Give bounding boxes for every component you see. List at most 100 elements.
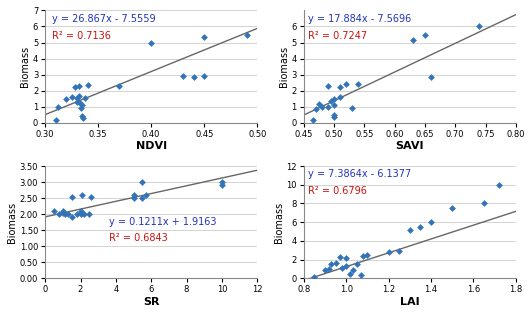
Point [62,96,71,101]
Point [405,228,414,233]
Point [52,118,60,123]
Point [78,103,87,108]
Point [78,192,87,198]
Point [179,74,187,79]
Point [50,208,59,214]
Point [115,83,123,88]
Point [73,95,81,100]
Point [395,249,403,254]
Point [71,85,79,90]
Point [327,99,335,104]
Text: R² = 0.6843: R² = 0.6843 [109,233,168,243]
Point [200,74,209,79]
Point [384,249,393,254]
Point [84,83,92,88]
Point [200,35,209,40]
Point [421,32,429,37]
Text: R² = 0.7136: R² = 0.7136 [52,31,111,41]
Point [348,106,356,111]
Point [218,180,226,185]
Point [147,40,155,45]
Point [427,220,435,225]
Point [76,210,85,215]
Point [330,115,338,120]
Y-axis label: Biomass: Biomass [279,46,289,87]
Point [495,182,503,187]
Text: R² = 0.7247: R² = 0.7247 [308,31,367,41]
Point [68,194,76,199]
Point [80,212,88,217]
Point [336,85,344,90]
Point [324,105,332,110]
Point [77,106,86,111]
Point [416,225,425,230]
Point [330,103,338,108]
Point [55,212,63,217]
Point [60,212,69,217]
Point [64,212,72,217]
Point [348,268,357,273]
Point [75,83,84,88]
Point [325,267,334,272]
Text: y = 7.3864x - 6.1377: y = 7.3864x - 6.1377 [308,170,411,179]
Point [87,194,95,199]
Text: y = 17.884x - 7.5696: y = 17.884x - 7.5696 [308,14,411,24]
Point [475,24,484,29]
Point [354,82,362,87]
Point [243,32,251,37]
Point [318,104,326,109]
Y-axis label: Biomass: Biomass [7,202,17,243]
Text: y = 0.1211x + 1.9163: y = 0.1211x + 1.9163 [109,217,217,227]
Point [59,210,67,215]
Point [129,196,138,201]
X-axis label: SR: SR [143,297,160,307]
Point [409,38,417,43]
Point [338,266,346,271]
Text: y = 26.867x - 7.5559: y = 26.867x - 7.5559 [52,14,155,24]
Point [68,215,76,220]
Point [189,74,198,79]
Point [342,263,351,268]
Point [59,208,67,214]
Point [314,102,323,107]
Point [359,253,368,258]
Point [480,201,488,206]
Point [138,196,147,201]
Point [138,180,147,185]
Point [331,261,340,266]
Point [73,212,81,217]
Point [129,192,138,198]
Y-axis label: Biomass: Biomass [273,202,284,243]
Text: R² = 0.6796: R² = 0.6796 [308,186,367,196]
Point [427,74,435,79]
Point [336,254,344,259]
Point [76,208,85,214]
Point [218,183,226,188]
Point [54,104,62,109]
Point [76,212,85,217]
X-axis label: LAI: LAI [400,297,420,307]
Point [342,255,351,260]
Point [321,268,329,273]
Point [363,252,372,257]
Point [357,273,365,278]
Y-axis label: Biomass: Biomass [20,46,30,87]
Point [342,82,351,87]
Point [76,101,85,106]
Point [81,95,90,100]
Point [327,262,336,267]
Point [310,274,319,279]
Point [330,96,338,101]
X-axis label: NDVI: NDVI [136,141,167,151]
Point [68,95,76,100]
Point [324,83,332,88]
Point [353,261,361,266]
X-axis label: SAVI: SAVI [395,141,424,151]
Point [85,212,94,217]
Point [73,99,81,104]
Point [309,118,317,123]
Point [75,94,84,99]
Point [78,113,87,118]
Point [346,271,355,276]
Point [78,210,87,215]
